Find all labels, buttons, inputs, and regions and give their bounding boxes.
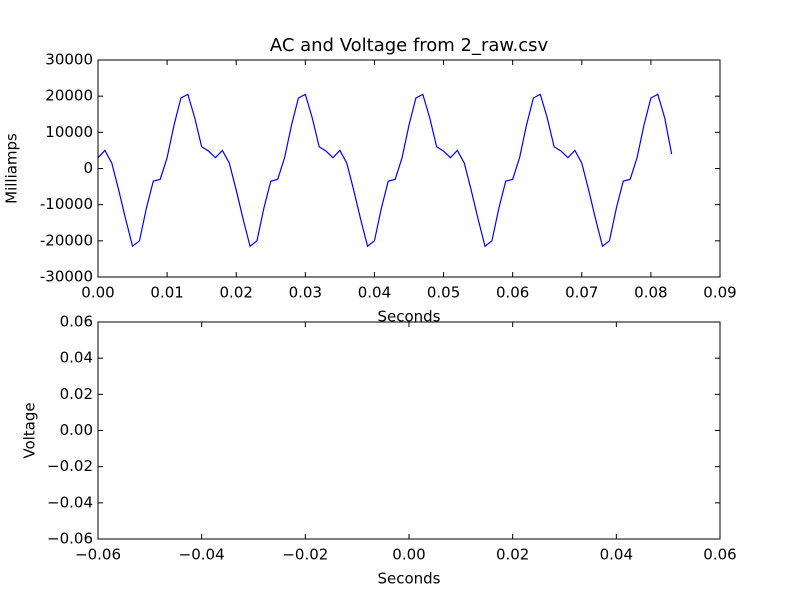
y-tick-label: 0.00: [60, 421, 93, 439]
y-tick-label: −0.02: [47, 457, 93, 475]
y-tick-label: 0.04: [60, 349, 93, 367]
x-tick-label: 0.04: [358, 284, 391, 302]
y-tick-label: -30000: [40, 268, 93, 286]
y-tick-label: 30000: [45, 51, 93, 69]
x-tick-label: −0.02: [282, 546, 328, 564]
x-tick-label: 0.00: [392, 546, 425, 564]
x-tick-label: 0.06: [703, 546, 736, 564]
x-tick-label: 0.06: [496, 284, 529, 302]
y-tick-label: −0.06: [47, 530, 93, 548]
x-tick-label: 0.00: [81, 284, 114, 302]
y-tick-label: 0.06: [60, 313, 93, 331]
y-tick-label: -20000: [40, 231, 93, 249]
x-tick-label: 0.08: [634, 284, 667, 302]
x-tick-label: 0.04: [600, 546, 633, 564]
y-axis-label: Voltage: [21, 402, 39, 458]
x-axis-label: Seconds: [377, 308, 440, 326]
x-tick-label: 0.05: [427, 284, 460, 302]
chart-title: AC and Voltage from 2_raw.csv: [270, 35, 549, 56]
y-tick-label: 10000: [45, 123, 93, 141]
y-axis-label: Milliamps: [3, 133, 21, 204]
x-axis-label: Seconds: [377, 570, 440, 588]
x-tick-label: 0.03: [289, 284, 322, 302]
y-tick-label: -10000: [40, 195, 93, 213]
y-tick-label: 0.02: [60, 385, 93, 403]
x-tick-label: 0.07: [565, 284, 598, 302]
x-tick-label: 0.01: [150, 284, 183, 302]
x-tick-label: −0.04: [179, 546, 225, 564]
plot-frame: [97, 59, 721, 278]
data-line: [97, 93, 673, 248]
x-tick-label: 0.02: [496, 546, 529, 564]
x-tick-label: 0.09: [703, 284, 736, 302]
x-tick-label: 0.02: [220, 284, 253, 302]
y-tick-label: 0: [83, 159, 93, 177]
y-tick-label: −0.04: [47, 493, 93, 511]
x-tick-label: −0.06: [75, 546, 121, 564]
y-tick-label: 20000: [45, 87, 93, 105]
plot-frame: [97, 321, 721, 540]
